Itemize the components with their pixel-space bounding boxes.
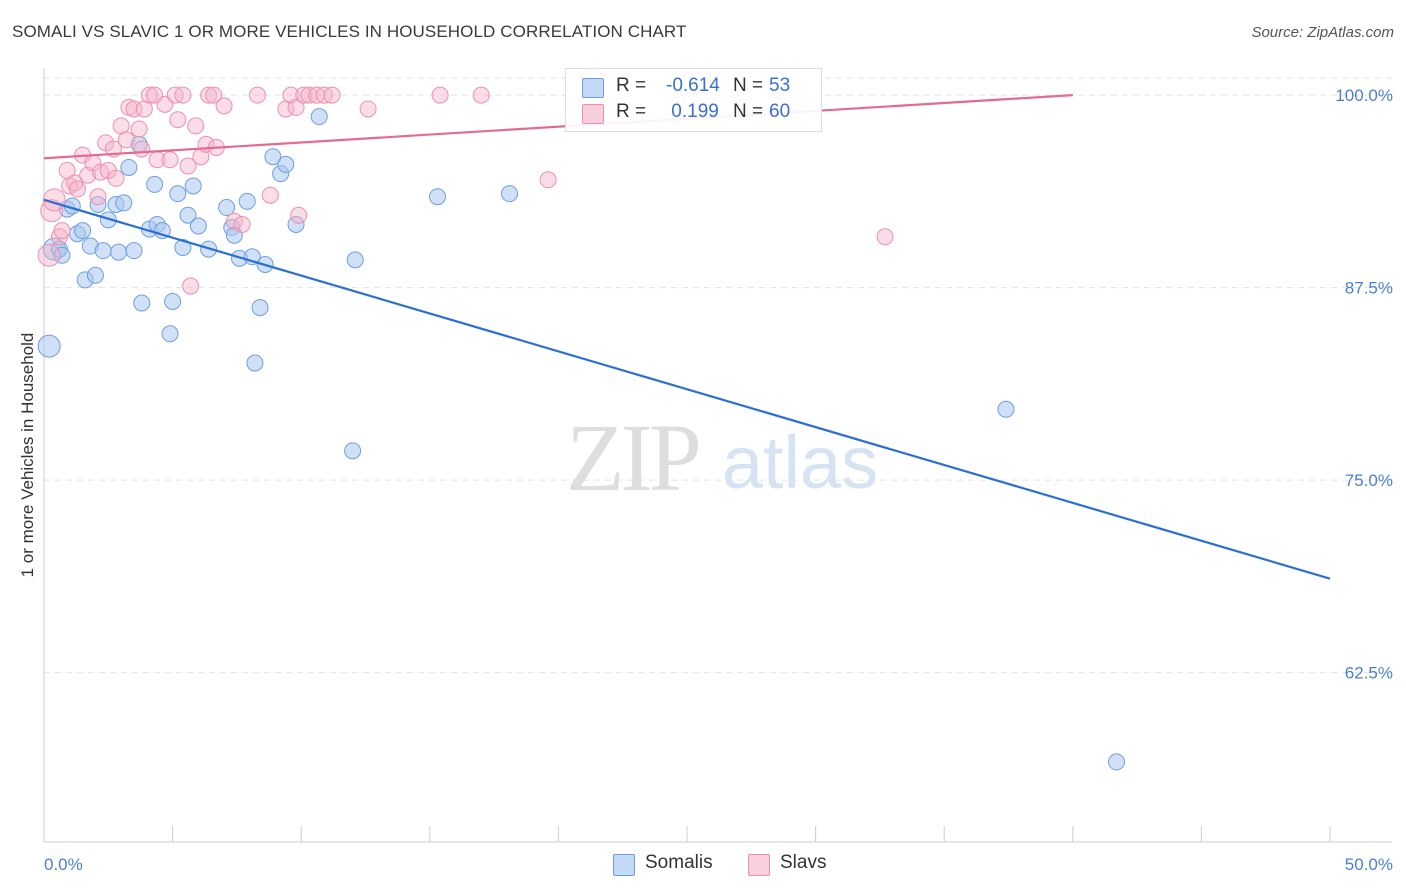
slavs-point xyxy=(125,100,143,118)
somali-point xyxy=(86,266,104,284)
slavs-point xyxy=(233,215,251,233)
somali-point xyxy=(133,294,151,312)
somali-point xyxy=(146,175,164,193)
y-tick-label: 62.5% xyxy=(1345,664,1393,683)
somali-point xyxy=(238,192,256,210)
legend-n-label: N = xyxy=(733,75,764,96)
slavs-point xyxy=(140,86,158,104)
slavs-point xyxy=(179,157,197,175)
slavs-point xyxy=(472,86,490,104)
slavs-point xyxy=(876,228,894,246)
legend-r-value: 0.199 xyxy=(666,101,719,122)
somali-point xyxy=(246,354,264,372)
slavs-point xyxy=(37,243,61,267)
somali-point xyxy=(110,243,128,261)
somali-points xyxy=(37,108,1126,771)
somali-point xyxy=(125,242,143,260)
series-swatch-somalis xyxy=(613,854,635,876)
slavs-point xyxy=(130,120,148,138)
legend-n-value: 60 xyxy=(769,101,791,122)
watermark-atlas: atlas xyxy=(722,421,878,504)
slavs-point xyxy=(205,86,223,104)
watermark: ZIP atlas xyxy=(566,404,878,511)
somali-point xyxy=(115,194,133,212)
somali-point xyxy=(501,185,519,203)
somali-point xyxy=(120,158,138,176)
legend-n-label: N = xyxy=(733,101,764,122)
slavs-point xyxy=(359,100,377,118)
slavs-point xyxy=(431,86,449,104)
somali-point xyxy=(429,188,447,206)
series-label-slavs: Slavs xyxy=(780,852,827,873)
axes xyxy=(43,68,1392,843)
slavs-point xyxy=(107,169,125,187)
somali-point xyxy=(264,148,282,166)
slavs-point xyxy=(53,222,71,240)
legend-r-value: -0.614 xyxy=(666,75,720,96)
somali-point xyxy=(344,442,362,460)
somali-point xyxy=(164,292,182,310)
series-legend: Somalis Slavs xyxy=(0,852,1406,878)
slavs-point xyxy=(261,186,279,204)
somali-point xyxy=(251,299,269,317)
slavs-point xyxy=(323,86,341,104)
x-tick-label: 50.0% xyxy=(1345,855,1393,874)
somali-point xyxy=(189,217,207,235)
somali-point xyxy=(997,400,1015,418)
somali-point xyxy=(277,155,295,173)
somali-point xyxy=(310,108,328,126)
slavs-trend-line xyxy=(43,94,1073,160)
slavs-point xyxy=(290,206,308,224)
slavs-point xyxy=(287,98,305,116)
somali-point xyxy=(53,246,71,264)
chart-title: SOMALI VS SLAVIC 1 OR MORE VEHICLES IN H… xyxy=(12,22,687,41)
legend-swatch-somali xyxy=(582,78,604,98)
slavs-point xyxy=(539,171,557,189)
trend-lines xyxy=(43,94,1331,580)
somali-point xyxy=(174,239,192,257)
source-label: Source: ZipAtlas.com xyxy=(1251,24,1394,41)
somali-trend-line xyxy=(43,198,1331,580)
slavs-point xyxy=(295,86,313,104)
legend-r-label: R = xyxy=(616,75,647,96)
somali-point xyxy=(218,199,236,217)
watermark-zip: ZIP xyxy=(566,404,699,511)
slavs-point xyxy=(169,111,187,129)
somali-point xyxy=(94,242,112,260)
y-tick-label: 100.0% xyxy=(1335,86,1393,105)
somali-point xyxy=(169,185,187,203)
tick-labels: 100.0% 87.5% 75.0% 62.5% 0.0% 50.0% xyxy=(44,86,1393,874)
slavs-point xyxy=(182,277,200,295)
legend-n-value: 53 xyxy=(769,75,791,96)
series-swatch-slavs xyxy=(748,854,770,876)
slavs-point xyxy=(161,151,179,169)
somali-point xyxy=(179,206,197,224)
somali-point xyxy=(37,334,61,358)
somali-point xyxy=(74,222,92,240)
slavs-point xyxy=(68,180,86,198)
x-tick-label: 0.0% xyxy=(44,855,83,874)
y-tick-label: 75.0% xyxy=(1345,471,1393,490)
somali-point xyxy=(161,325,179,343)
slavs-point xyxy=(133,140,151,158)
somali-point xyxy=(1108,753,1126,771)
slavs-point xyxy=(248,86,266,104)
somali-point xyxy=(184,177,202,195)
somali-point xyxy=(346,251,364,269)
y-tick-label: 87.5% xyxy=(1345,279,1393,298)
correlation-legend: R = -0.614 N = 53 R = 0.199 N = 60 xyxy=(565,68,822,132)
slavs-point xyxy=(117,131,135,149)
slavs-point xyxy=(187,117,205,135)
slavs-point xyxy=(215,97,233,115)
grid-lines xyxy=(44,77,1392,674)
slavs-point xyxy=(89,188,107,206)
legend-r-label: R = xyxy=(616,101,647,122)
slavs-point xyxy=(200,86,218,104)
slavs-point xyxy=(174,86,192,104)
series-label-somalis: Somalis xyxy=(645,852,713,873)
legend-swatch-slavs xyxy=(582,104,604,124)
